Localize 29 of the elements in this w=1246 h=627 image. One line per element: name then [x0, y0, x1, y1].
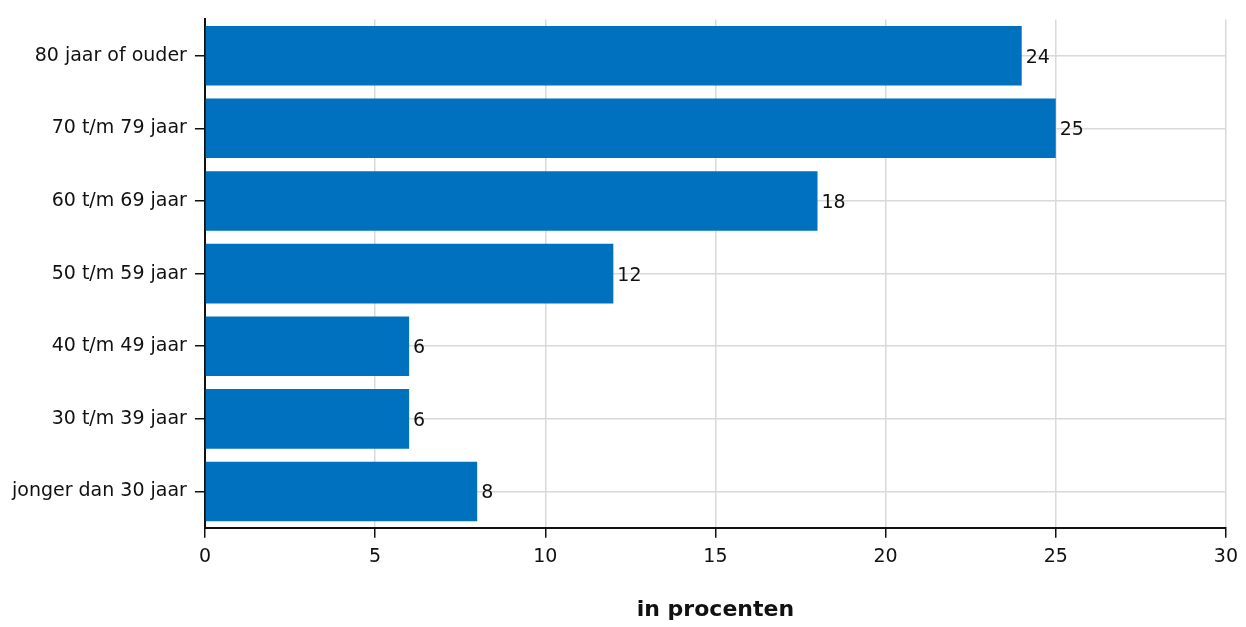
bar — [205, 243, 614, 304]
bar — [205, 98, 1056, 159]
x-tick-label: 30 — [1213, 544, 1239, 567]
data-label: 24 — [1025, 44, 1050, 67]
bar — [205, 171, 818, 231]
bar — [205, 461, 478, 522]
y-tick-label: 60 t/m 69 jaar — [51, 187, 188, 210]
data-label: 25 — [1059, 117, 1084, 140]
x-tick-label: 20 — [873, 544, 898, 567]
data-label: 6 — [413, 335, 426, 358]
y-tick-label: 70 t/m 79 jaar — [51, 115, 188, 138]
y-tick-label: 80 jaar of ouder — [34, 42, 188, 65]
y-tick-label: jonger dan 30 jaar — [10, 478, 188, 501]
x-axis-title: in procenten — [636, 595, 795, 621]
x-tick-label: 0 — [198, 544, 211, 567]
data-label: 6 — [413, 407, 426, 430]
x-tick-label: 15 — [703, 544, 728, 567]
data-label: 12 — [617, 262, 642, 285]
bar — [205, 25, 1022, 86]
data-label: 18 — [821, 189, 846, 212]
x-tick-label: 10 — [533, 544, 558, 567]
data-label: 8 — [481, 480, 494, 503]
bar — [205, 316, 410, 377]
bar — [205, 389, 410, 449]
x-tick-label: 5 — [369, 544, 382, 567]
y-tick-label: 30 t/m 39 jaar — [51, 405, 188, 428]
x-tick-label: 25 — [1043, 544, 1068, 567]
y-tick-label: 50 t/m 59 jaar — [51, 260, 188, 283]
y-tick-label: 40 t/m 49 jaar — [51, 333, 188, 356]
